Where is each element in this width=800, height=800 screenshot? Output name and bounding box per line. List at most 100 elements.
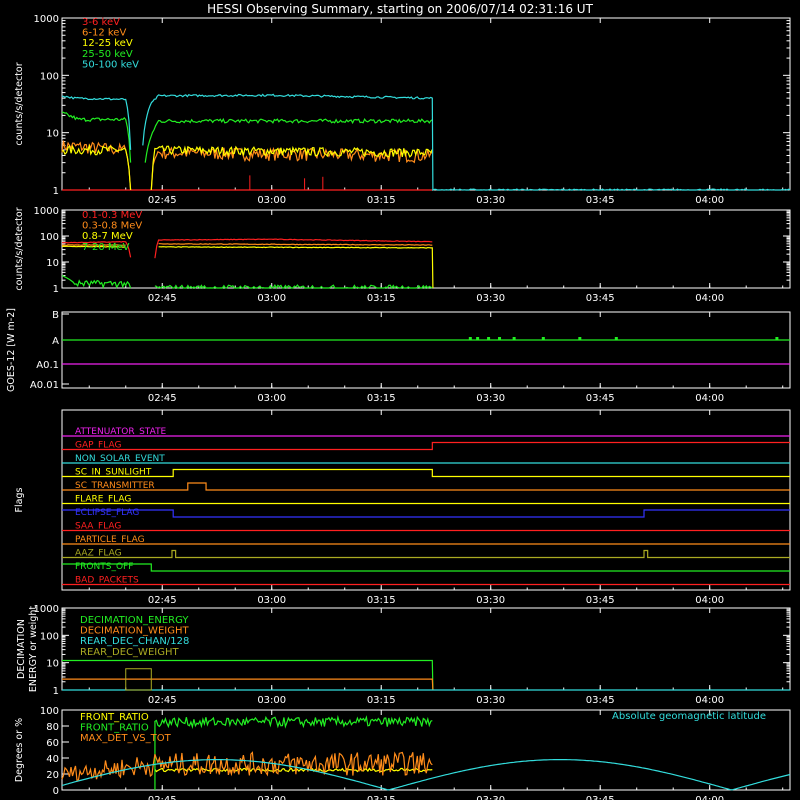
flag-label: BAD_PACKETS bbox=[75, 576, 139, 586]
y-tick-label: 10 bbox=[46, 129, 59, 140]
x-tick-label: 03:15 bbox=[367, 195, 396, 206]
x-tick-label: 04:00 bbox=[695, 795, 724, 800]
x-tick-label: 03:00 bbox=[257, 195, 286, 206]
series-line bbox=[154, 714, 433, 790]
panel-ratio: 02:45 03:00 03:15 03:30 03:45 04:00 Degrees or… bbox=[14, 706, 791, 800]
panel-lowE: 02:45 03:00 03:15 03:30 03:45 04:00 counts/s/d… bbox=[14, 14, 791, 206]
x-tick-label: 03:30 bbox=[476, 795, 505, 800]
series-blip bbox=[476, 337, 480, 340]
x-tick-label: 03:00 bbox=[257, 293, 286, 304]
series-line bbox=[61, 759, 791, 791]
x-tick-label: 03:45 bbox=[586, 393, 615, 404]
legend-entry: 7-20 MeV bbox=[82, 242, 130, 253]
flag-line bbox=[62, 549, 790, 559]
legend-entry: MAX_DET_VS_TOT bbox=[80, 733, 172, 744]
flag-label: ECLIPSE_FLAG bbox=[75, 508, 139, 518]
y-axis-label: counts/s/detector bbox=[14, 62, 25, 145]
legend-entry: REAR_DEC_WEIGHT bbox=[80, 647, 179, 658]
y-axis-label: Degrees or % bbox=[14, 718, 25, 782]
x-tick-label: 02:45 bbox=[148, 393, 177, 404]
x-tick-label: 04:00 bbox=[695, 293, 724, 304]
y-axis-label: GOES-12 [W m-2] bbox=[6, 308, 17, 392]
flag-label: ATTENUATOR_STATE bbox=[75, 427, 167, 437]
y-tick-label: 0 bbox=[53, 786, 59, 797]
y-tick-label: A0.01 bbox=[30, 380, 59, 391]
series-line bbox=[61, 143, 132, 191]
legend-entry: 3-6 keV bbox=[82, 17, 120, 28]
series-line bbox=[61, 275, 132, 290]
series-line bbox=[61, 751, 433, 782]
series-line bbox=[61, 140, 132, 191]
x-tick-label: 04:00 bbox=[695, 195, 724, 206]
series-box bbox=[125, 668, 152, 691]
x-tick-label: 03:00 bbox=[257, 393, 286, 404]
panel-frame bbox=[61, 17, 791, 191]
series-line bbox=[61, 111, 132, 163]
y-tick-label: 1 bbox=[53, 186, 59, 197]
y-axis-label: Flags bbox=[14, 487, 25, 512]
x-tick-label: 03:15 bbox=[367, 595, 396, 606]
x-tick-label: 03:30 bbox=[476, 695, 505, 706]
y-tick-label: 80 bbox=[46, 722, 59, 733]
x-tick-label: 02:45 bbox=[148, 293, 177, 304]
legend-entry: 50-100 keV bbox=[82, 59, 139, 70]
flag-line bbox=[62, 563, 790, 572]
series-blip bbox=[614, 337, 618, 340]
y-tick-label: 100 bbox=[40, 232, 59, 243]
legend-entry: DECIMATION_WEIGHT bbox=[80, 626, 189, 637]
panel-frame bbox=[61, 409, 791, 591]
series-line bbox=[142, 93, 791, 191]
y-tick-label: 1000 bbox=[34, 14, 59, 25]
series-line bbox=[158, 243, 433, 246]
flag-label: GAP_FLAG bbox=[75, 441, 121, 451]
series-blip bbox=[512, 337, 516, 340]
panel-decim: 02:45 03:00 03:15 03:30 03:45 04:00 DECIMATION… bbox=[16, 604, 791, 706]
series-line bbox=[62, 659, 434, 691]
panel-frame bbox=[61, 311, 791, 389]
series-blip bbox=[541, 337, 545, 340]
y-tick-label: B bbox=[52, 310, 59, 321]
flag-line bbox=[62, 441, 790, 451]
x-tick-label: 03:45 bbox=[586, 293, 615, 304]
legend-entry: DECIMATION_ENERGY bbox=[80, 615, 189, 626]
flag-label: FRONTS_OFF bbox=[75, 562, 133, 572]
legend-entry: 25-50 keV bbox=[82, 49, 133, 60]
series-line bbox=[61, 245, 126, 248]
series-line bbox=[154, 284, 433, 290]
chart-annotation: Absolute geomagnetic latitude bbox=[612, 711, 766, 722]
x-tick-label: 02:45 bbox=[148, 595, 177, 606]
series-blip bbox=[498, 337, 502, 340]
x-tick-label: 03:45 bbox=[586, 795, 615, 800]
panel-frame bbox=[61, 209, 791, 289]
series-blip bbox=[468, 337, 472, 340]
y-tick-label: 20 bbox=[46, 770, 59, 781]
x-tick-label: 04:00 bbox=[695, 393, 724, 404]
y-tick-label: 1 bbox=[53, 686, 59, 697]
y-tick-label: 40 bbox=[46, 754, 59, 765]
panel-goes: 02:45 03:00 03:15 03:30 03:45 04:00 GOES-12 [W… bbox=[6, 308, 791, 404]
legend-entry: 0.8-7 MeV bbox=[82, 231, 133, 242]
series-line bbox=[62, 678, 434, 691]
series-line bbox=[61, 244, 126, 246]
flag-label: SC_TRANSMITTER bbox=[75, 481, 155, 491]
flag-label: SAA_FLAG bbox=[75, 522, 121, 532]
x-tick-label: 02:45 bbox=[148, 695, 177, 706]
flag-line bbox=[62, 482, 790, 491]
y-tick-label: 1000 bbox=[34, 206, 59, 217]
x-tick-label: 03:30 bbox=[476, 195, 505, 206]
x-tick-label: 02:45 bbox=[148, 195, 177, 206]
flag-label: FLARE_FLAG bbox=[75, 495, 131, 505]
legend-entry: REAR_DEC_CHAN/128 bbox=[80, 636, 189, 647]
x-tick-label: 03:15 bbox=[367, 795, 396, 800]
x-tick-label: 03:30 bbox=[476, 595, 505, 606]
y-tick-label: A bbox=[52, 336, 59, 347]
flag-line bbox=[62, 509, 790, 518]
x-tick-label: 03:00 bbox=[257, 795, 286, 800]
x-tick-label: 03:00 bbox=[257, 695, 286, 706]
chart-title: HESSI Observing Summary, starting on 200… bbox=[207, 2, 593, 16]
legend-entry: 12-25 keV bbox=[82, 38, 133, 49]
legend-entry: 0.3-0.8 MeV bbox=[82, 221, 142, 232]
y-tick-label: 1000 bbox=[34, 604, 59, 615]
panel-highE: 02:45 03:00 03:15 03:30 03:45 04:00 counts/s/d… bbox=[14, 206, 791, 304]
